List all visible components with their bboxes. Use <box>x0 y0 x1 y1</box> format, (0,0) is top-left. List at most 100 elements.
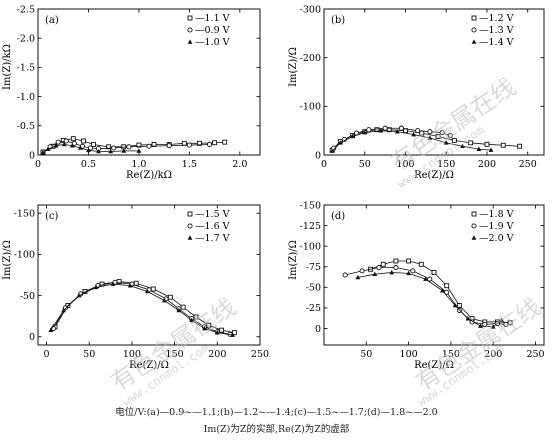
y-tick-label: -150 <box>14 209 35 220</box>
data-point <box>393 265 399 271</box>
data-point <box>212 140 218 146</box>
data-point <box>206 322 212 328</box>
data-point <box>355 274 361 280</box>
data-point <box>230 332 236 337</box>
y-axis-label: Im(Z)/kΩ <box>2 44 13 90</box>
legend-marker <box>187 223 193 229</box>
data-point <box>456 303 462 308</box>
legend-marker <box>187 211 193 217</box>
data-point <box>189 317 195 323</box>
data-point <box>447 132 453 139</box>
x-tick-label: 0.5 <box>81 159 96 170</box>
data-point <box>206 141 213 148</box>
data-point <box>393 258 399 264</box>
data-point <box>121 148 127 153</box>
y-tick-label: -2.5 <box>17 4 35 15</box>
data-point <box>180 304 186 310</box>
x-axis-label: Re(Z)/Ω <box>414 360 454 371</box>
data-point <box>136 142 142 148</box>
data-point <box>359 268 365 274</box>
data-point <box>423 276 428 281</box>
panel-label: (b) <box>331 15 345 26</box>
y-tick-label: 0 <box>315 324 321 335</box>
y-axis-label: Im(Z)/Ω <box>288 240 299 280</box>
legend-label: —2.0 V <box>479 233 514 244</box>
y-tick-label: -300 <box>300 4 321 15</box>
data-point <box>62 305 68 311</box>
panel-label: (a) <box>45 15 59 26</box>
data-point <box>126 144 132 150</box>
x-tick-label: 0 <box>44 349 50 360</box>
legend-label: —1.4 V <box>479 37 514 48</box>
legend-marker <box>471 27 477 33</box>
y-tick-label: -25 <box>306 303 321 314</box>
x-axis-label: Re(Z)/Ω <box>414 170 454 181</box>
data-point <box>415 128 421 134</box>
x-tick-label: 150 <box>166 349 184 360</box>
data-point <box>350 133 355 139</box>
legend-label: —1.1 V <box>195 13 230 24</box>
chart-panel-3: (c) 0 50 100 150 200 250 0 -50 -100 -150 Re(Z)/Ω Im(… <box>2 204 269 371</box>
data-point <box>45 146 51 151</box>
chart-panel-1: (a) 0 0.5 1.0 1.5 2.0 0 -0.5 -1.0 -1.5 -2.0 -2.5 Re(… <box>2 4 261 181</box>
plot-frame <box>323 8 545 156</box>
data-point <box>176 307 182 313</box>
data-point <box>427 129 433 135</box>
x-tick-label: 200 <box>478 159 496 170</box>
chart-panel-2: (b) 0 50 100 150 200 250 0 -100 -200 -300 Re(Z)/Ω Im… <box>288 4 545 181</box>
data-point <box>406 270 412 276</box>
y-tick-label: -100 <box>300 241 321 252</box>
data-point <box>499 317 505 323</box>
y-tick-label: -2.0 <box>17 34 35 45</box>
data-point <box>144 288 150 294</box>
legend-label: —1.9 V <box>479 221 514 232</box>
data-point <box>40 150 46 155</box>
data-point <box>440 288 445 293</box>
legend-label: —1.8 V <box>479 209 514 220</box>
y-tick-label: -125 <box>300 221 321 232</box>
x-tick-label: 150 <box>442 349 460 360</box>
plot-frame <box>37 204 261 346</box>
x-tick-label: 100 <box>400 349 418 360</box>
legend-label: —0.9 V <box>195 25 230 36</box>
x-tick-label: 0 <box>35 159 41 170</box>
data-point <box>231 330 237 336</box>
data-point <box>406 258 412 264</box>
x-tick-label: 200 <box>208 349 226 360</box>
y-tick-label: -150 <box>300 200 321 211</box>
x-tick-label: 100 <box>123 349 141 360</box>
y-tick-label: -100 <box>300 102 321 113</box>
data-point <box>439 130 445 136</box>
x-axis-label: Re(Z)/kΩ <box>126 170 172 181</box>
data-point <box>93 284 99 290</box>
legend-marker <box>471 223 477 229</box>
legend-marker <box>471 15 477 21</box>
data-point <box>222 139 228 145</box>
data-point <box>61 307 67 313</box>
data-point <box>452 302 458 308</box>
x-tick-label: 50 <box>360 349 372 360</box>
data-point <box>337 140 343 145</box>
data-point <box>197 140 202 146</box>
y-tick-label: -50 <box>20 291 35 302</box>
y-tick-label: -100 <box>14 250 35 261</box>
x-axis-label: Re(Z)/Ω <box>129 360 169 371</box>
legend-marker <box>187 27 193 33</box>
series-line-2 <box>345 267 506 325</box>
data-point <box>366 127 372 133</box>
data-point <box>150 286 156 292</box>
data-point <box>362 130 368 135</box>
x-tick-label: 250 <box>251 349 269 360</box>
data-point <box>427 135 433 140</box>
x-tick-label: 50 <box>83 349 95 360</box>
legend-marker <box>187 235 193 240</box>
data-point <box>111 145 117 151</box>
data-point <box>484 141 490 147</box>
data-point <box>382 125 388 131</box>
data-point <box>465 316 471 321</box>
y-tick-label: -75 <box>306 262 321 273</box>
data-point <box>451 137 457 143</box>
data-point <box>91 142 96 147</box>
data-point <box>490 324 496 329</box>
y-tick-label: 0 <box>29 332 35 343</box>
